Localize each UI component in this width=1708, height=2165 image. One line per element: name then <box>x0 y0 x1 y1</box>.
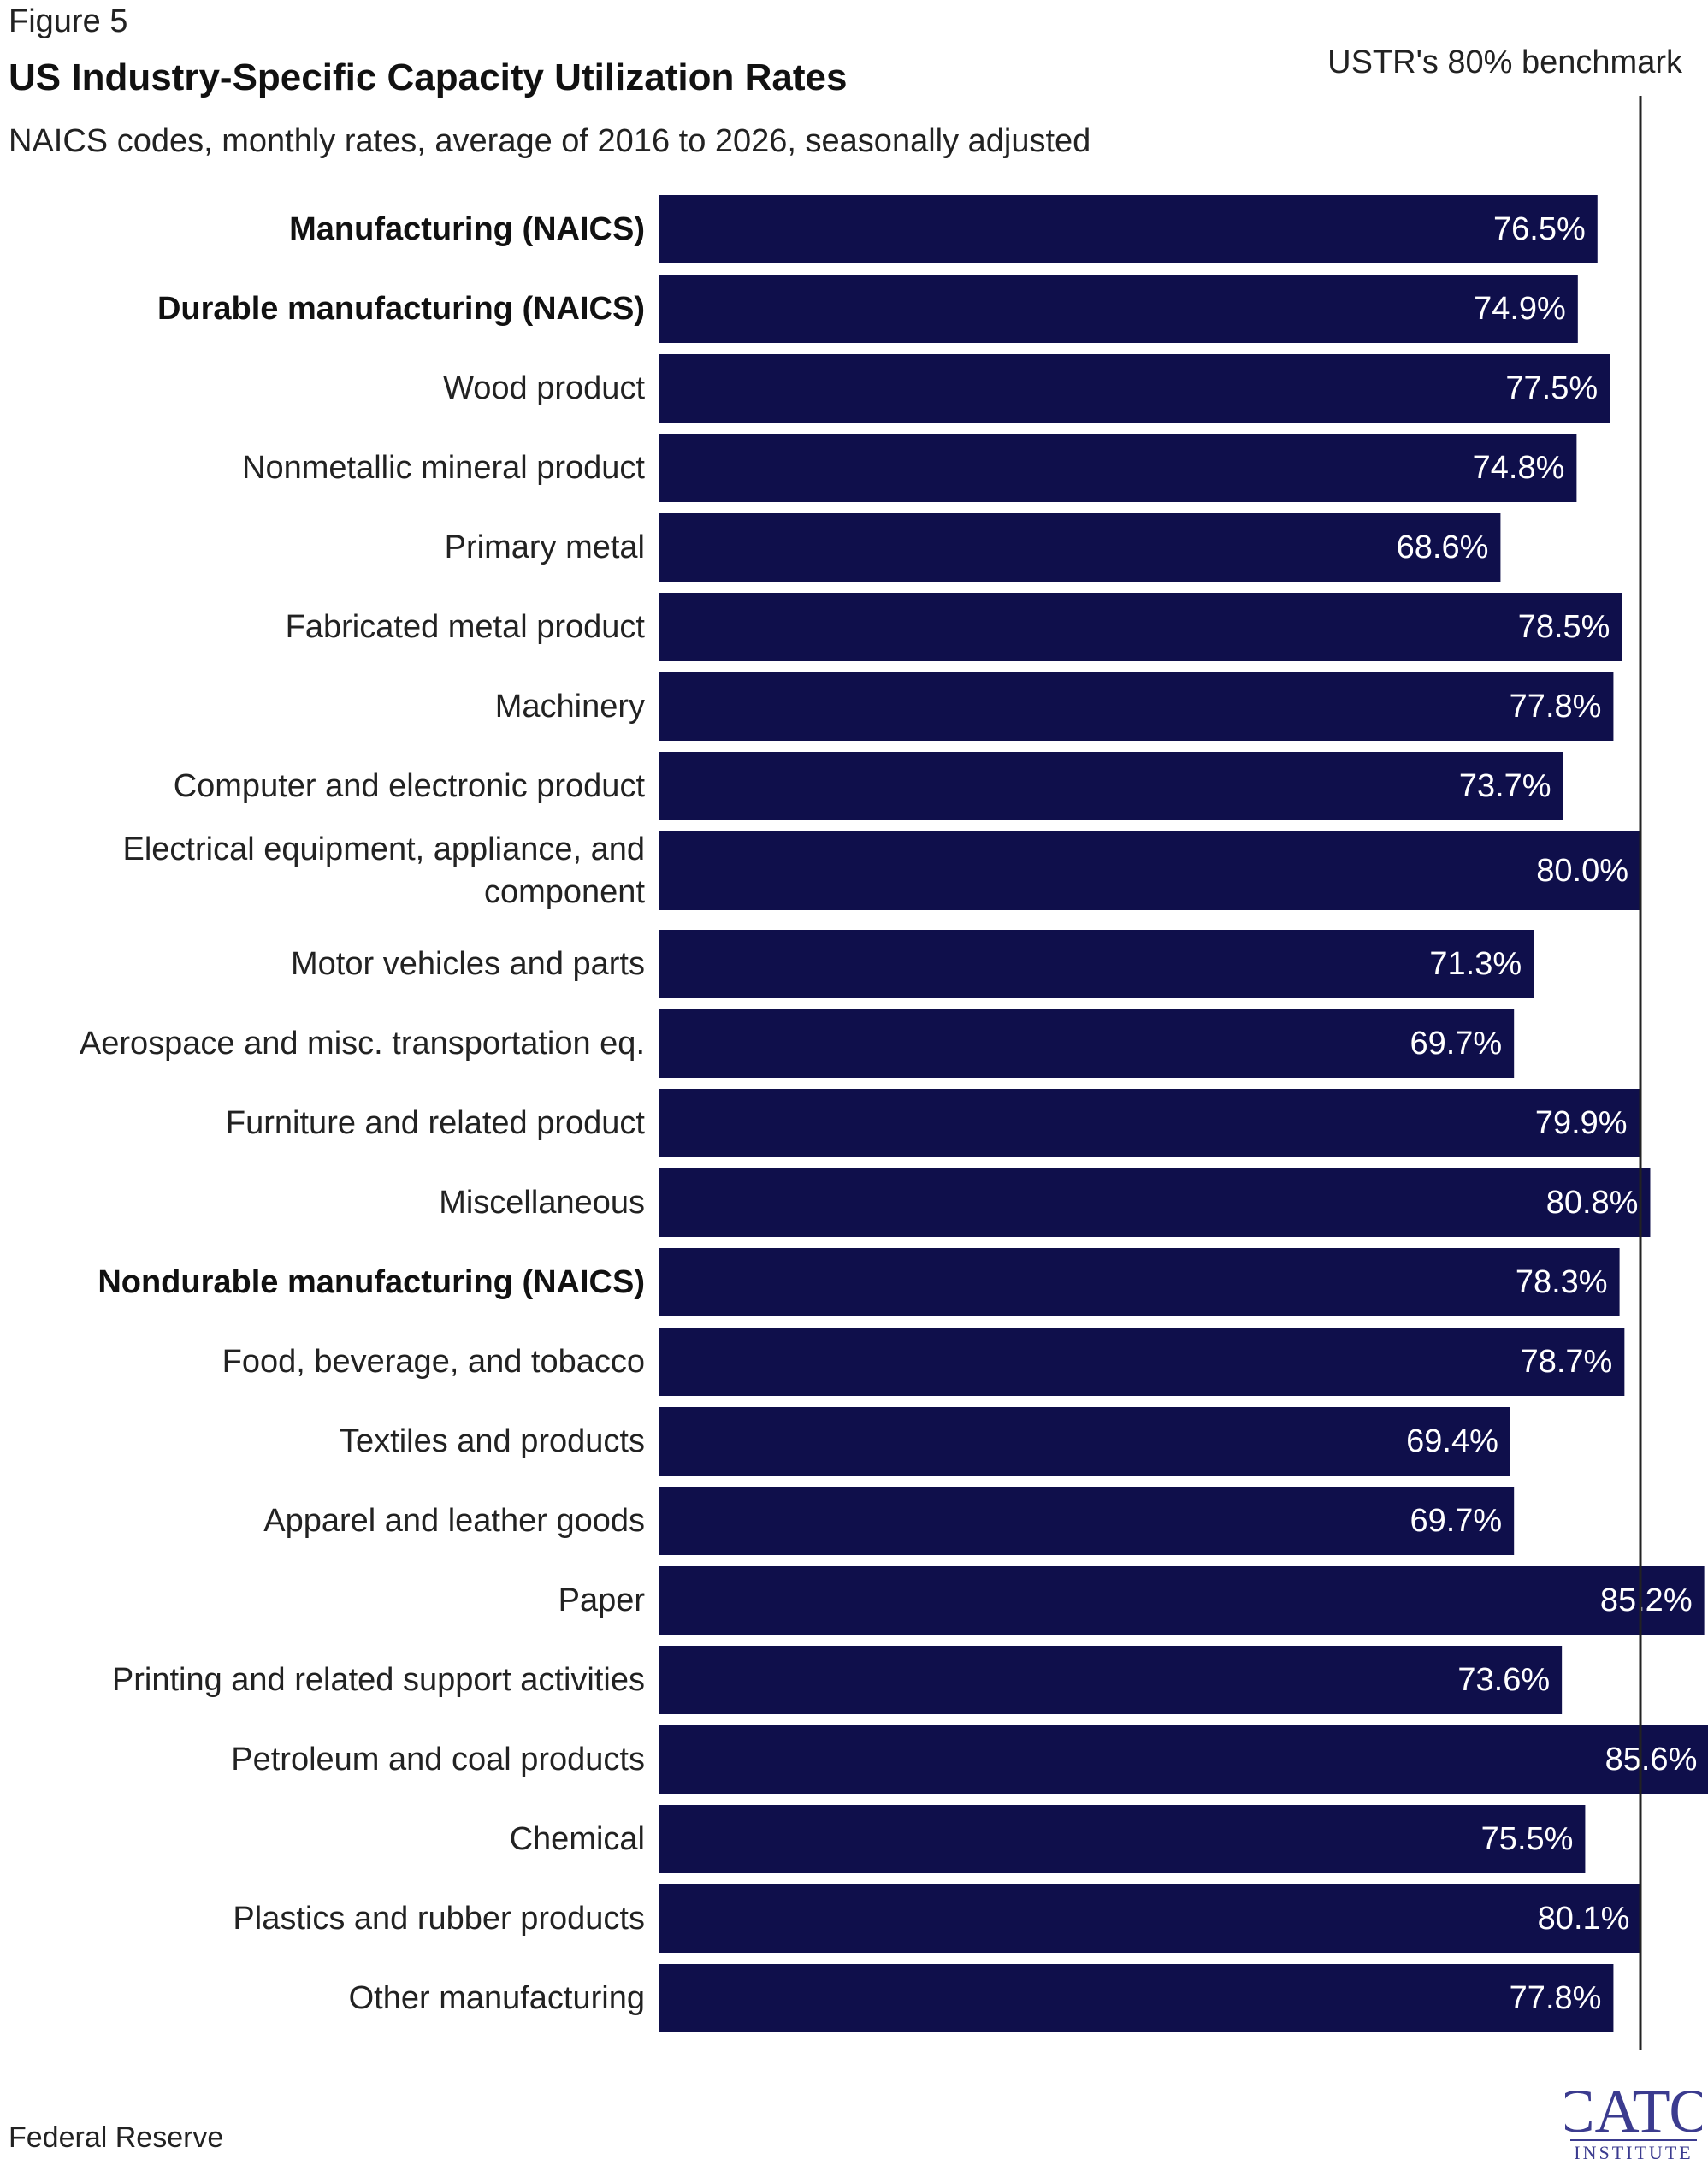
bar <box>659 1487 1515 1555</box>
bar <box>659 672 1614 741</box>
bar <box>659 752 1563 820</box>
value-label: 75.5% <box>1481 1821 1574 1857</box>
logo-top-text: CATO <box>1565 2077 1702 2145</box>
bar <box>659 593 1622 661</box>
category-label: Food, beverage, and tobacco <box>222 1344 645 1380</box>
bar <box>659 275 1578 343</box>
value-label: 78.3% <box>1516 1264 1608 1300</box>
bar <box>659 513 1501 582</box>
value-label: 80.1% <box>1538 1901 1630 1937</box>
bar <box>659 434 1577 502</box>
bar <box>659 354 1610 423</box>
value-label: 76.5% <box>1493 211 1586 247</box>
value-label: 85.6% <box>1605 1742 1698 1778</box>
bar <box>659 1168 1651 1237</box>
chart-title: US Industry-Specific Capacity Utilizatio… <box>9 56 848 98</box>
category-label: Aerospace and misc. transportation eq. <box>80 1026 645 1062</box>
bar <box>659 831 1640 910</box>
category-label: Printing and related support activities <box>112 1662 645 1698</box>
value-label: 77.8% <box>1510 689 1602 725</box>
benchmark-label: USTR's 80% benchmark <box>1327 44 1682 80</box>
value-label: 69.7% <box>1410 1026 1502 1062</box>
value-labels-layer: 76.5% 74.9% 77.5% 74.8% 68.6% 78.5% 77.8% 73.7%… <box>1397 211 1698 2016</box>
category-label: Apparel and leather goods <box>263 1503 645 1539</box>
value-label: 80.8% <box>1546 1185 1639 1221</box>
value-label: 78.5% <box>1518 609 1610 645</box>
category-labels-layer: Manufacturing (NAICS) Durable manufacturi… <box>80 211 646 2016</box>
value-label: 77.8% <box>1510 1980 1602 2016</box>
bar <box>659 1964 1614 2032</box>
category-label: Fabricated metal product <box>286 609 646 645</box>
source-label: Federal Reserve <box>9 2121 224 2154</box>
bar <box>659 1725 1708 1794</box>
value-label: 78.7% <box>1521 1344 1613 1380</box>
category-label: Miscellaneous <box>439 1185 645 1221</box>
category-label: Paper <box>558 1582 646 1618</box>
value-label: 74.9% <box>1474 291 1566 327</box>
category-label: Computer and electronic product <box>174 768 646 804</box>
value-label: 73.6% <box>1457 1662 1550 1698</box>
value-label: 71.3% <box>1429 946 1522 982</box>
logo-bottom-text: INSTITUTE <box>1574 2142 1693 2162</box>
value-label: 74.8% <box>1473 450 1565 486</box>
bars-layer <box>659 195 1708 2032</box>
bar <box>659 1089 1640 1157</box>
bar <box>659 1646 1563 1714</box>
chart-subtitle: NAICS codes, monthly rates, average of 2… <box>9 123 1091 159</box>
figure-label: Figure 5 <box>9 3 128 39</box>
category-label: Motor vehicles and parts <box>291 946 645 982</box>
category-label: Nonmetallic mineral product <box>242 450 645 486</box>
value-label: 85.2% <box>1600 1582 1693 1618</box>
category-label: Electrical equipment, appliance, and <box>123 831 646 867</box>
category-label: Chemical <box>510 1821 645 1857</box>
bar <box>659 1009 1515 1078</box>
category-label: Durable manufacturing (NAICS) <box>157 291 645 327</box>
category-label: Manufacturing (NAICS) <box>289 211 645 247</box>
cato-institute-logo: CATO INSTITUTE <box>1565 2077 1702 2162</box>
bar <box>659 195 1598 263</box>
value-label: 68.6% <box>1397 529 1489 565</box>
category-label: Other manufacturing <box>349 1980 645 2016</box>
bar <box>659 1805 1586 1873</box>
category-label: Nondurable manufacturing (NAICS) <box>98 1264 645 1300</box>
category-label: Wood product <box>443 370 645 406</box>
category-label: Petroleum and coal products <box>231 1742 645 1778</box>
bar <box>659 1248 1620 1316</box>
category-label: Machinery <box>495 689 645 725</box>
value-label: 77.5% <box>1505 370 1598 406</box>
category-label: Primary metal <box>445 529 645 565</box>
value-label: 69.4% <box>1406 1423 1498 1459</box>
value-label: 73.7% <box>1459 768 1551 804</box>
value-label: 79.9% <box>1535 1105 1628 1141</box>
category-label: Plastics and rubber products <box>233 1901 645 1937</box>
category-label: Furniture and related product <box>226 1105 646 1141</box>
bar <box>659 1407 1510 1476</box>
value-label: 80.0% <box>1536 853 1628 889</box>
category-label: Textiles and products <box>340 1423 645 1459</box>
bar <box>659 1884 1642 1953</box>
category-label: component <box>484 874 645 910</box>
bar <box>659 930 1534 998</box>
value-label: 69.7% <box>1410 1503 1502 1539</box>
bar <box>659 1566 1705 1635</box>
bar <box>659 1328 1625 1396</box>
